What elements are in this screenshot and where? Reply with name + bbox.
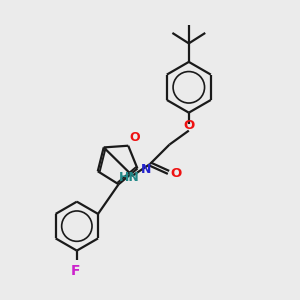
Text: O: O: [170, 167, 182, 180]
Text: HN: HN: [119, 171, 140, 184]
Text: F: F: [71, 264, 80, 278]
Text: O: O: [183, 119, 194, 132]
Text: N: N: [140, 163, 151, 176]
Text: O: O: [129, 131, 140, 144]
